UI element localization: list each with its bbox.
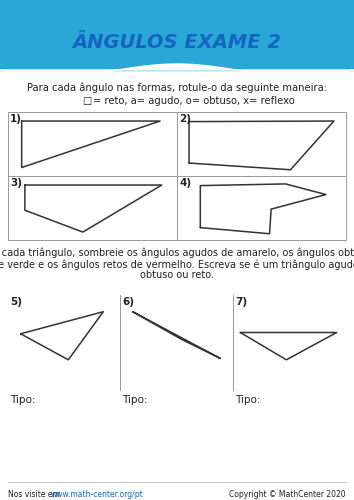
Text: obtuso ou reto.: obtuso ou reto.: [140, 270, 214, 280]
Text: 5): 5): [10, 297, 22, 307]
Text: Nos visite em: Nos visite em: [8, 490, 62, 499]
Text: www.math-center.org/pt: www.math-center.org/pt: [51, 490, 144, 499]
Bar: [0, 0, 354, 70]
Text: ÂNGULOS EXAME 2: ÂNGULOS EXAME 2: [73, 32, 281, 52]
Text: 6): 6): [122, 297, 134, 307]
Text: 1): 1): [10, 114, 22, 124]
Text: Tipo:: Tipo:: [10, 395, 35, 405]
Text: Tipo:: Tipo:: [122, 395, 148, 405]
Text: de verde e os ângulos retos de vermelho. Escreva se é um triângulo agudo,: de verde e os ângulos retos de vermelho.…: [0, 259, 354, 270]
Text: Copyright © MathCenter 2020: Copyright © MathCenter 2020: [229, 490, 346, 499]
Text: 3): 3): [10, 178, 22, 188]
Text: 2): 2): [179, 114, 191, 124]
Text: 4): 4): [179, 178, 191, 188]
Text: = reto, a= agudo, o= obtuso, x= reflexo: = reto, a= agudo, o= obtuso, x= reflexo: [93, 96, 295, 106]
Text: Para cada triângulo, sombreie os ângulos agudos de amarelo, os ângulos obtusos: Para cada triângulo, sombreie os ângulos…: [0, 248, 354, 258]
Text: Para cada ângulo nas formas, rotule-o da seguinte maneira:: Para cada ângulo nas formas, rotule-o da…: [27, 82, 327, 93]
Text: Tipo:: Tipo:: [235, 395, 261, 405]
Text: 7): 7): [235, 297, 247, 307]
Text: □: □: [82, 96, 91, 106]
